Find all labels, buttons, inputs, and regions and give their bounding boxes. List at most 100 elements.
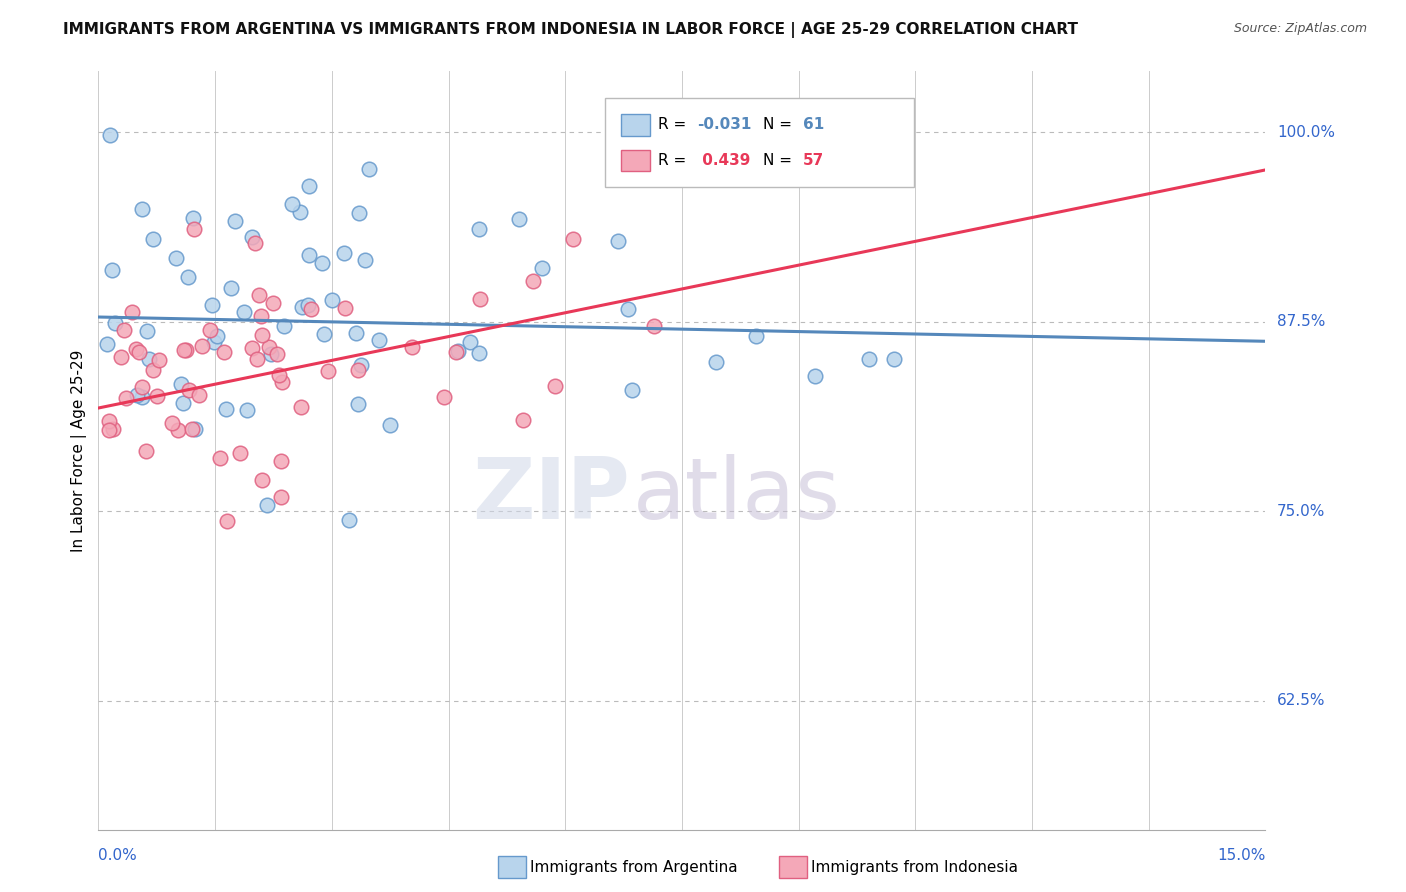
Point <box>240 230 263 244</box>
Point <box>125 388 148 402</box>
Point <box>290 401 312 415</box>
Text: atlas: atlas <box>633 454 841 538</box>
Point <box>146 390 169 404</box>
Point <box>350 358 373 372</box>
Point <box>246 351 269 366</box>
Point <box>344 326 367 340</box>
Point <box>148 352 170 367</box>
Point <box>349 206 371 220</box>
Point <box>626 155 648 169</box>
Point <box>544 378 567 392</box>
Point <box>745 329 768 343</box>
Point <box>179 383 201 397</box>
Text: R =: R = <box>658 118 692 132</box>
Point <box>142 362 165 376</box>
Point <box>110 350 132 364</box>
Text: 62.5%: 62.5% <box>1277 693 1326 708</box>
Text: -0.031: -0.031 <box>697 118 752 132</box>
Point <box>314 327 336 342</box>
Text: 15.0%: 15.0% <box>1218 847 1265 863</box>
Point <box>131 380 153 394</box>
Point <box>508 212 530 227</box>
Point <box>522 274 544 288</box>
Text: IMMIGRANTS FROM ARGENTINA VS IMMIGRANTS FROM INDONESIA IN LABOR FORCE | AGE 25-2: IMMIGRANTS FROM ARGENTINA VS IMMIGRANTS … <box>63 22 1078 38</box>
Point <box>96 337 118 351</box>
Point <box>201 298 224 312</box>
Text: Immigrants from Argentina: Immigrants from Argentina <box>530 860 738 874</box>
Point <box>333 301 356 315</box>
Point <box>266 346 288 360</box>
Point <box>321 293 343 307</box>
Point <box>217 514 239 528</box>
Point <box>214 401 236 416</box>
Point <box>346 397 368 411</box>
Point <box>617 302 640 317</box>
Point <box>252 473 274 487</box>
Point <box>208 451 231 466</box>
Point <box>368 333 391 347</box>
Point <box>103 422 125 436</box>
Point <box>121 305 143 319</box>
Point <box>181 421 204 435</box>
Point <box>562 231 585 245</box>
Point <box>228 446 250 460</box>
Point <box>136 324 159 338</box>
Point <box>337 512 360 526</box>
Text: 100.0%: 100.0% <box>1277 125 1336 139</box>
Point <box>643 318 665 333</box>
Text: Source: ZipAtlas.com: Source: ZipAtlas.com <box>1233 22 1367 36</box>
Point <box>142 232 165 246</box>
Point <box>167 423 190 437</box>
Point <box>262 295 284 310</box>
Point <box>115 391 138 405</box>
Point <box>249 288 271 302</box>
Text: 87.5%: 87.5% <box>1277 314 1326 329</box>
Point <box>100 262 122 277</box>
Point <box>333 246 356 260</box>
Point <box>347 363 370 377</box>
Point <box>236 402 259 417</box>
Point <box>447 343 470 358</box>
Point <box>135 444 157 458</box>
Point <box>620 384 643 398</box>
Point <box>883 352 905 367</box>
Text: Immigrants from Indonesia: Immigrants from Indonesia <box>811 860 1018 874</box>
Point <box>316 364 339 378</box>
Point <box>270 490 292 504</box>
Text: N =: N = <box>763 153 797 168</box>
Point <box>104 316 127 330</box>
Point <box>354 252 377 267</box>
Point <box>704 355 727 369</box>
Point <box>260 347 283 361</box>
Point <box>433 390 456 404</box>
Point <box>243 236 266 251</box>
Point <box>271 375 294 389</box>
Text: 0.439: 0.439 <box>697 153 751 168</box>
Point <box>299 301 322 316</box>
Point <box>607 234 630 248</box>
Text: 61: 61 <box>803 118 824 132</box>
Point <box>174 343 197 357</box>
Point <box>298 248 321 262</box>
Point <box>468 221 491 235</box>
Point <box>256 499 278 513</box>
Text: 75.0%: 75.0% <box>1277 504 1326 518</box>
Point <box>270 454 292 468</box>
Point <box>97 423 120 437</box>
Text: R =: R = <box>658 153 692 168</box>
Point <box>219 281 242 295</box>
Point <box>468 292 491 306</box>
Point <box>214 345 236 359</box>
Text: 0.0%: 0.0% <box>98 847 138 863</box>
Point <box>98 128 121 142</box>
Point <box>297 298 319 312</box>
Point <box>198 322 221 336</box>
Point <box>311 255 333 269</box>
Point <box>252 327 274 342</box>
Point <box>380 418 402 433</box>
Point <box>249 309 271 323</box>
Point <box>273 319 295 334</box>
Y-axis label: In Labor Force | Age 25-29: In Labor Force | Age 25-29 <box>72 350 87 551</box>
Point <box>188 388 211 402</box>
Point <box>173 343 195 358</box>
